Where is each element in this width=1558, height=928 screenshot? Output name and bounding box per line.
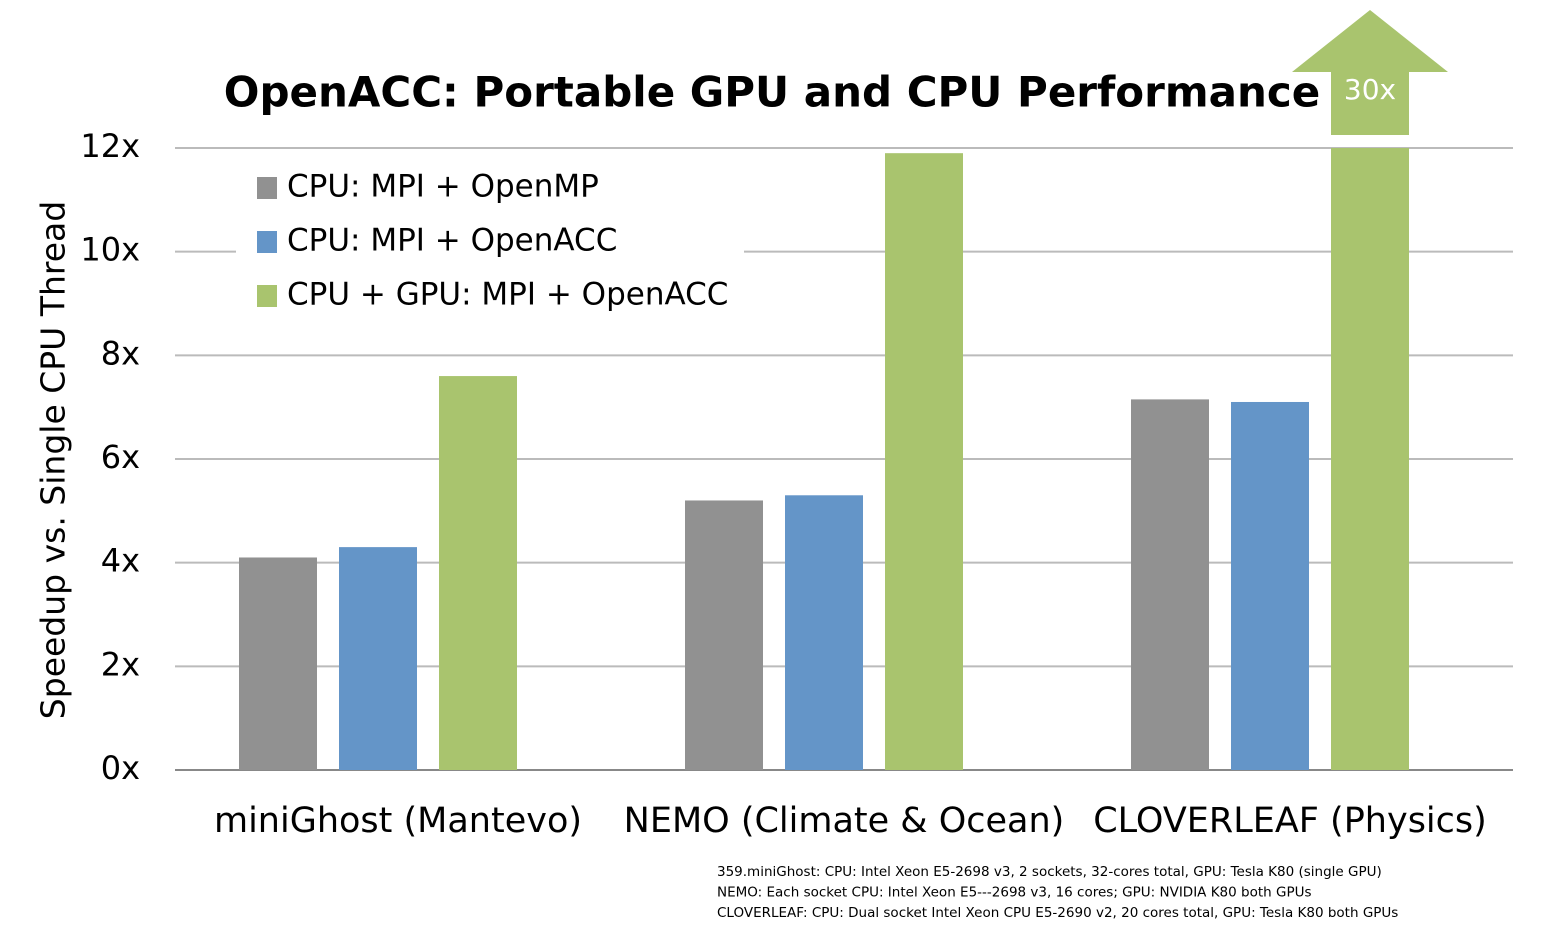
y-tick-label: 10x <box>80 231 140 269</box>
value-label: 30x <box>1344 73 1396 106</box>
bar <box>885 153 963 770</box>
bar <box>239 557 317 770</box>
bar <box>785 495 863 770</box>
bar <box>1131 399 1209 770</box>
y-tick-label: 2x <box>101 645 140 683</box>
legend-swatch <box>257 231 277 253</box>
legend-label: CPU + GPU: MPI + OpenACC <box>287 277 728 313</box>
bar <box>1231 401 1309 770</box>
legend-swatch <box>257 285 277 307</box>
y-tick-label: 0x <box>101 749 140 787</box>
chart-title: OpenACC: Portable GPU and CPU Performanc… <box>224 68 1321 117</box>
x-tick-label: CLOVERLEAF (Physics) <box>1093 801 1487 841</box>
y-tick-label: 4x <box>101 542 140 580</box>
footnote: NEMO: Each socket CPU: Intel Xeon E5---2… <box>717 885 1312 901</box>
y-tick-label: 12x <box>80 127 140 165</box>
x-tick-label: miniGhost (Mantevo) <box>214 801 582 841</box>
legend-label: CPU: MPI + OpenACC <box>287 223 617 259</box>
bar <box>339 547 417 770</box>
bar <box>439 376 517 770</box>
footnote: CLOVERLEAF: CPU: Dual socket Intel Xeon … <box>717 905 1398 921</box>
y-tick-label: 8x <box>101 334 140 372</box>
legend-swatch <box>257 177 277 199</box>
bar <box>685 500 763 770</box>
footnote: 359.miniGhost: CPU: Intel Xeon E5-2698 v… <box>717 864 1382 880</box>
y-axis-label: Speedup vs. Single CPU Thread <box>34 201 73 719</box>
bar <box>1331 148 1409 770</box>
legend-label: CPU: MPI + OpenMP <box>287 169 599 205</box>
x-tick-label: NEMO (Climate & Ocean) <box>624 801 1065 841</box>
y-tick-label: 6x <box>101 438 140 476</box>
overflow-arrow <box>1292 10 1448 135</box>
legend-box <box>236 162 744 322</box>
